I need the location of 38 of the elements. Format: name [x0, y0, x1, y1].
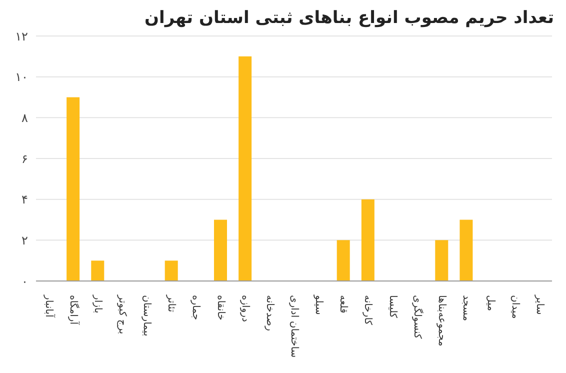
x-tick-label: کارخانه — [362, 295, 374, 326]
bar — [238, 56, 252, 281]
y-tick-label: ۱۲ — [15, 29, 28, 44]
y-tick-label: ۸ — [22, 110, 29, 125]
x-tick-label: کلیسا — [386, 295, 398, 318]
x-tick-label: تئاتر — [166, 294, 177, 312]
bar — [336, 240, 350, 281]
x-tick-label: بازار — [92, 294, 103, 314]
x-tick-label: بیمارستان — [141, 295, 152, 336]
x-tick-label: خانقاه — [214, 295, 226, 320]
x-tick-label: جماره — [190, 295, 202, 320]
x-tick-label: مجموعه‌بناها — [436, 295, 447, 346]
bar — [91, 260, 104, 281]
x-tick-label: کنسولگری — [411, 295, 424, 340]
bar — [460, 220, 473, 281]
y-tick-label: ۶ — [22, 152, 28, 166]
y-tick-label: ٠ — [22, 274, 28, 288]
x-tick-label: آبانبار — [42, 294, 56, 319]
x-tick-label: رصدخانه — [264, 295, 275, 332]
x-tick-label: سیلو — [313, 294, 324, 315]
y-tick-label: ۲ — [22, 233, 28, 248]
y-tick-label: ۱۰ — [15, 70, 28, 84]
bar — [164, 260, 178, 281]
y-tick-label: ۴ — [22, 192, 28, 207]
x-tick-label: آرامگاه — [67, 295, 80, 326]
x-tick-label: قلعه — [338, 295, 349, 314]
x-tick-label: مسجد — [460, 295, 472, 321]
chart-title: تعداد حریم مصوب انواع بناهای ثبتی استان تهران — [144, 8, 554, 28]
bar — [214, 220, 227, 281]
bar — [435, 240, 448, 281]
x-tick-label: دروازه — [239, 295, 250, 322]
x-tick-label: ساختمان اداری — [288, 295, 300, 358]
x-tick-label: برج کبوتر — [116, 294, 128, 334]
bar — [66, 97, 80, 281]
x-tick-label: میل — [485, 295, 496, 311]
x-tick-label: سایر — [534, 294, 546, 315]
bar — [361, 199, 374, 281]
x-tick-label: میدان — [510, 295, 521, 319]
